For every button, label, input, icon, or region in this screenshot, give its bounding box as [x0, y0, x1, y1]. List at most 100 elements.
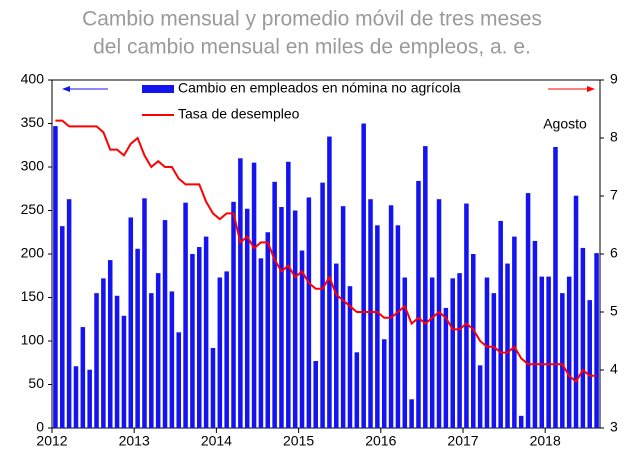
bar: [197, 247, 202, 428]
bar: [395, 225, 401, 428]
bar: [320, 182, 325, 428]
y-tick-label: 200: [21, 245, 45, 261]
bar: [238, 158, 243, 429]
x-tick-label: 2015: [283, 433, 314, 449]
y-tick-label: 300: [21, 158, 45, 174]
bar: [402, 277, 408, 428]
bar: [292, 210, 298, 428]
y-tick-label: 400: [21, 71, 45, 87]
y2-tick-label: 4: [610, 361, 618, 377]
bar: [560, 293, 565, 428]
bar: [286, 161, 291, 428]
bar: [443, 307, 449, 428]
bar: [162, 220, 168, 428]
bar: [580, 247, 586, 428]
bar: [203, 236, 209, 428]
y2-tick-label: 5: [610, 303, 618, 319]
bar: [361, 123, 366, 428]
bar: [457, 273, 462, 428]
subtitle: Cambio mensual y promedio móvil de tres …: [82, 8, 542, 31]
x-tick-label: 2018: [530, 433, 561, 449]
bar: [505, 263, 510, 428]
bar: [94, 293, 99, 428]
y2-tick-label: 3: [610, 419, 618, 435]
bar: [484, 277, 490, 428]
line: [55, 119, 597, 384]
bar: [135, 248, 140, 428]
bar: [416, 180, 421, 428]
bar: [464, 203, 469, 428]
bar: [279, 207, 284, 428]
bar: [121, 315, 127, 428]
bar: [423, 146, 428, 428]
bar: [566, 276, 572, 428]
bar: [142, 198, 147, 428]
bar: [436, 199, 442, 428]
bar: [368, 199, 373, 428]
bar: [525, 193, 531, 428]
bar: [498, 220, 503, 428]
annotation: Agosto: [543, 116, 587, 132]
y-tick-label: 250: [21, 201, 45, 217]
bar: [512, 236, 517, 428]
bar: [87, 369, 92, 428]
bar: [553, 146, 558, 429]
right-arrow: [548, 86, 595, 92]
y2-tick-label: 6: [610, 245, 618, 261]
bar: [587, 300, 592, 428]
bar: [272, 181, 277, 428]
bar: [128, 217, 134, 428]
bar: [347, 286, 353, 428]
bar: [224, 271, 229, 428]
bar: [409, 399, 414, 428]
bar: [334, 263, 339, 428]
plot-frame: [51, 79, 601, 429]
bar: [354, 352, 360, 428]
bar: [450, 278, 455, 428]
bar: [66, 199, 72, 428]
bar: [491, 293, 497, 428]
bar: [60, 226, 65, 428]
bar: [53, 126, 58, 429]
bar: [573, 195, 579, 428]
bar: [546, 276, 551, 428]
bar: [313, 361, 318, 428]
legend-label: Cambio en empleados en nómina no agrícol…: [178, 80, 461, 96]
x-tick-label: 2014: [201, 433, 232, 449]
bar: [176, 332, 181, 428]
x-tick-label: 2017: [447, 433, 478, 449]
bar: [114, 295, 120, 428]
y-tick-label: 100: [21, 332, 45, 348]
bar: [73, 366, 79, 428]
bar: [375, 225, 380, 428]
bar: [107, 260, 113, 428]
bar: [532, 240, 538, 428]
bar: [340, 206, 346, 428]
legend-label: Tasa de desempleo: [178, 106, 300, 122]
x-tick-label: 2012: [36, 433, 67, 449]
bar: [183, 202, 188, 428]
bar: [80, 327, 86, 428]
bar: [169, 291, 175, 428]
bar: [210, 347, 216, 428]
bar: [539, 276, 545, 428]
y-tick-label: 350: [21, 114, 45, 130]
x-tick-label: 2013: [119, 433, 150, 449]
bar: [231, 201, 236, 428]
bar: [471, 254, 476, 428]
bar: [265, 232, 271, 428]
y2-tick-label: 9: [610, 71, 618, 87]
bar: [594, 253, 599, 428]
bar: [217, 277, 223, 428]
bar: [477, 365, 483, 428]
y-tick-label: 150: [21, 288, 45, 304]
bar: [327, 136, 332, 429]
bar: [429, 277, 435, 428]
bar: [251, 162, 257, 428]
y2-tick-label: 7: [610, 187, 618, 203]
bar: [190, 254, 195, 428]
legend-swatch: [142, 85, 174, 93]
y-tick-label: 0: [36, 419, 44, 435]
bar: [258, 258, 264, 428]
